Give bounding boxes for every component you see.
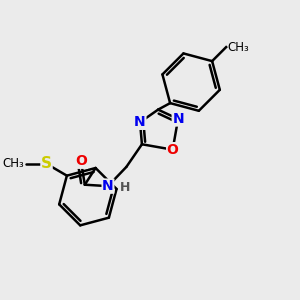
Text: O: O (76, 154, 87, 168)
Text: H: H (120, 181, 130, 194)
Text: S: S (41, 156, 52, 171)
Text: N: N (102, 179, 114, 193)
Text: CH₃: CH₃ (2, 157, 24, 170)
Text: O: O (167, 143, 178, 157)
Text: N: N (134, 115, 146, 129)
Text: CH₃: CH₃ (227, 40, 249, 54)
Text: N: N (172, 112, 184, 126)
